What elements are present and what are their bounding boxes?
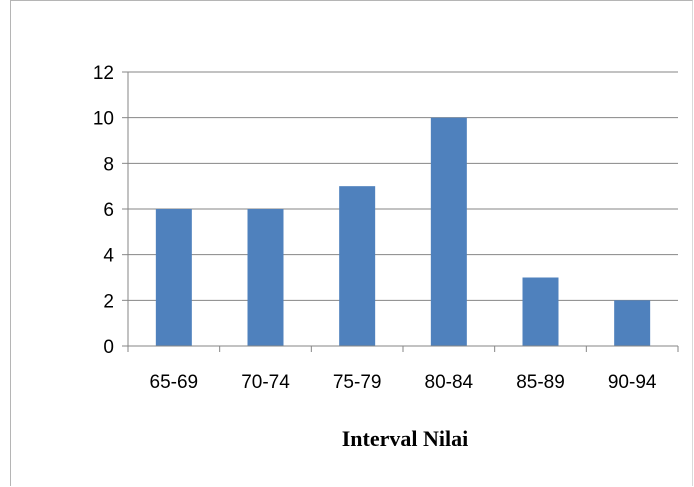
x-tick-label-90-94: 90-94 xyxy=(608,372,657,393)
y-tick-label-0: 0 xyxy=(103,337,114,358)
gridlines xyxy=(128,71,678,301)
bar-80-84 xyxy=(430,117,467,347)
axes xyxy=(122,71,679,352)
y-tick-label-10: 10 xyxy=(93,109,114,130)
x-tick-label-70-74: 70-74 xyxy=(241,372,290,393)
x-tick-label-65-69: 65-69 xyxy=(150,372,199,393)
bar-75-79 xyxy=(339,186,376,346)
x-axis-title: Interval Nilai xyxy=(342,426,469,451)
y-tick-label-8: 8 xyxy=(103,154,114,175)
tick-labels: 0 2 4 6 8 10 12 65-69 70-74 75-79 80-84 85-89 90-94 xyxy=(93,63,657,393)
y-tick-label-12: 12 xyxy=(93,63,114,84)
x-tick-label-85-89: 85-89 xyxy=(516,372,565,393)
bar-85-89 xyxy=(522,277,559,346)
bar-90-94 xyxy=(614,300,651,346)
bar-70-74 xyxy=(247,209,284,346)
y-tick-label-2: 2 xyxy=(103,291,114,312)
y-tick-label-6: 6 xyxy=(103,200,114,221)
x-tick-label-75-79: 75-79 xyxy=(333,372,382,393)
x-tick-label-80-84: 80-84 xyxy=(425,372,474,393)
y-tick-label-4: 4 xyxy=(103,246,114,267)
bars xyxy=(155,117,651,347)
bar-65-69 xyxy=(155,209,192,346)
